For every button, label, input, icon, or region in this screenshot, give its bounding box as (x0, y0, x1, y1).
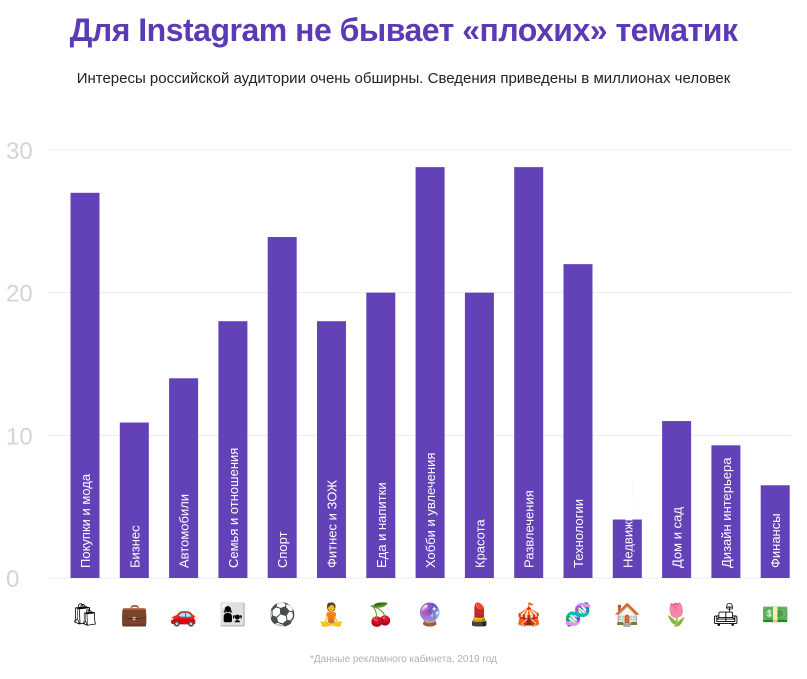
bar-category-label: Красота (472, 519, 487, 568)
bar-category-label: Хобби и увлечения (423, 453, 438, 568)
bar-category-label: Еда и напитки (374, 482, 389, 568)
sofa-icon: 🛋 (712, 602, 740, 627)
tulip-icon: 🌷 (663, 602, 690, 627)
bar-category-label: Бизнес (127, 525, 142, 568)
bar-category-label: Дизайн интерьера (719, 457, 734, 568)
bar (415, 167, 445, 578)
bar-category-label: Покупки и мода (78, 473, 93, 568)
briefcase-icon: 💼 (121, 602, 148, 627)
bar (119, 422, 149, 578)
y-tick-label: 30 (6, 138, 33, 165)
bar-category-label: Технологии (571, 499, 586, 568)
bar-category-label: Спорт (275, 531, 290, 568)
y-tick-label: 0 (6, 566, 19, 593)
banknote-icon: 💵 (761, 602, 788, 627)
house-icon: 🏠 (614, 602, 641, 627)
bar (464, 292, 494, 578)
bar (612, 519, 642, 578)
car-icon: 🚗 (170, 602, 197, 627)
bar (366, 292, 396, 578)
shopping-bags-icon: 🛍 (71, 602, 99, 627)
bar (711, 445, 741, 578)
bar (218, 321, 248, 578)
mother-child-icon: 👩‍👧 (219, 602, 246, 627)
bar-category-label: Недвижимость (620, 478, 635, 568)
bar-category-label: Развлечения (522, 490, 537, 568)
dna-icon: 🧬 (564, 601, 591, 628)
bar-category-label: Семья и отношения (226, 448, 241, 568)
bar (70, 192, 100, 579)
crystal-ball-icon: 🔮 (416, 602, 443, 627)
lipstick-icon: 💄 (466, 601, 493, 627)
y-tick-label: 20 (6, 281, 33, 308)
footnote: *Данные рекламного кабинета, 2019 год (310, 654, 497, 665)
bar (317, 321, 346, 578)
bar (760, 485, 790, 578)
soccer-ball-icon: ⚽ (267, 602, 295, 627)
chart-subtitle: Интересы российской аудитории очень обши… (76, 70, 731, 87)
bar (563, 264, 593, 578)
bar (169, 378, 199, 578)
bar-category-label: Автомобили (177, 494, 192, 568)
yoga-icon: 🧘 (318, 602, 345, 627)
y-tick-label: 10 (6, 423, 33, 450)
cherries-icon: 🍒 (367, 602, 394, 628)
circus-tent-icon: 🎪 (515, 602, 542, 628)
bar (662, 421, 692, 578)
bar (267, 237, 297, 578)
bar-category-label: Фитнес и ЗОЖ (325, 480, 340, 568)
bar-category-label: Финансы (768, 513, 783, 568)
bar-category-label: Дом и сад (670, 507, 685, 568)
bar (514, 167, 544, 578)
bar-category-label: Недвижимость (620, 478, 635, 568)
chart-title: Для Instagram не бывает «плохих» тематик (69, 12, 738, 48)
